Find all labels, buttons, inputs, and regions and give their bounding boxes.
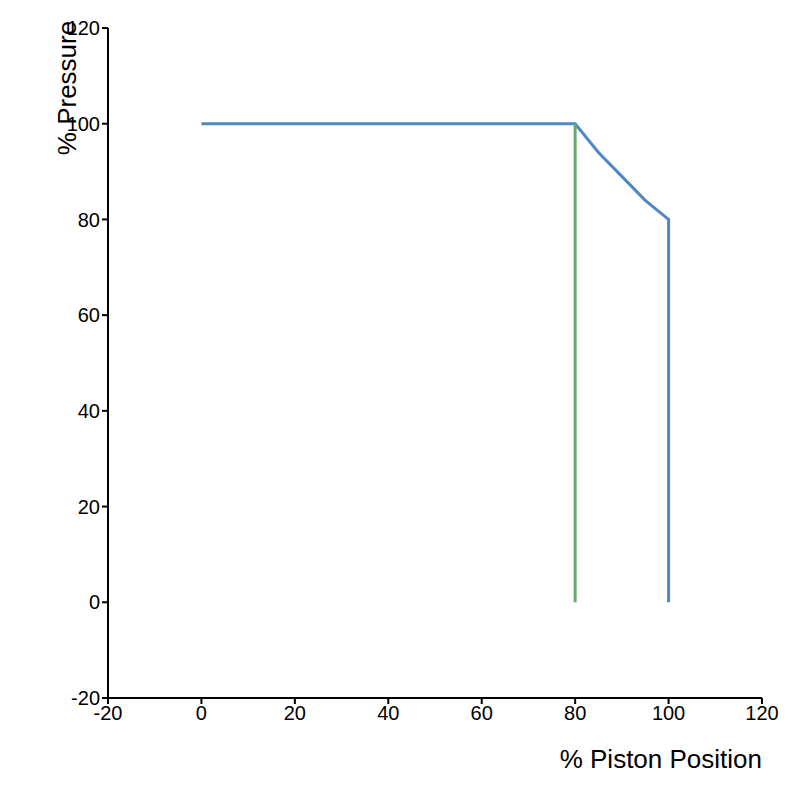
- svg-text:60: 60: [471, 702, 493, 724]
- svg-text:% Piston Position: % Piston Position: [560, 744, 762, 774]
- svg-text:-20: -20: [93, 702, 123, 725]
- svg-text:120: 120: [66, 17, 100, 40]
- svg-text:20: 20: [284, 702, 306, 724]
- svg-text:120: 120: [745, 702, 778, 724]
- svg-text:0: 0: [89, 591, 100, 613]
- svg-text:100: 100: [652, 702, 685, 724]
- svg-text:40: 40: [377, 702, 399, 724]
- svg-text:-20: -20: [71, 687, 100, 709]
- svg-text:80: 80: [78, 209, 100, 231]
- svg-text:60: 60: [78, 304, 100, 326]
- svg-text:% Pressure: % Pressure: [52, 21, 82, 155]
- svg-text:0: 0: [196, 702, 207, 724]
- svg-text:80: 80: [564, 702, 586, 724]
- svg-text:20: 20: [78, 496, 100, 518]
- svg-text:40: 40: [78, 400, 100, 422]
- svg-text:100: 100: [66, 112, 100, 135]
